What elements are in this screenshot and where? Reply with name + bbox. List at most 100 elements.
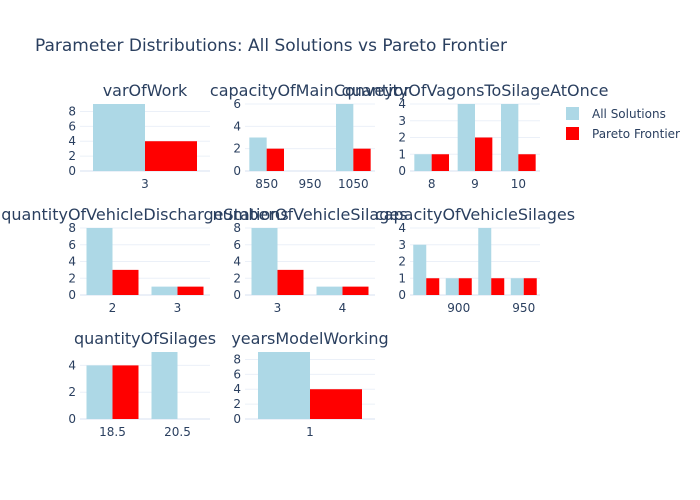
bar-all-solutions-1[interactable] (258, 352, 310, 419)
y-tick-label: 0 (398, 288, 406, 302)
bar-pareto-frontier-2[interactable] (112, 269, 139, 295)
legend-swatch-pareto-frontier (566, 127, 579, 140)
bar-pareto-frontier-1050[interactable] (353, 148, 371, 171)
y-tick-label: 6 (68, 119, 76, 133)
y-tick-label: 2 (68, 385, 76, 399)
bar-all-solutions-9[interactable] (457, 104, 475, 171)
y-tick-label: 0 (233, 412, 241, 426)
bar-all-solutions-850[interactable] (249, 137, 267, 172)
subplot-title: capacityOfVehicleSilages (375, 205, 575, 224)
bar-pareto-frontier-3[interactable] (177, 286, 204, 295)
bar-pareto-frontier-3[interactable] (145, 141, 197, 171)
subplot-grid: varOfWork024683capacityOfMainConveyor024… (1, 81, 608, 439)
y-tick-label: 1 (398, 147, 406, 161)
bar-all-solutions-900[interactable] (445, 278, 459, 295)
subplot-capacityofmainconveyor: capacityOfMainConveyor 0 2 4 6 850 950 1050 (210, 81, 411, 191)
subplot-quantityofvagonstosilageatonce: quantityOfVagonsToSilageAtOnce 0 1 2 3 4 8 9 10 (342, 81, 609, 191)
bar-pareto-frontier-850[interactable] (266, 148, 284, 171)
y-tick-label: 0 (68, 288, 76, 302)
legend-swatch-all-solutions (566, 107, 579, 120)
y-tick-label: 4 (68, 255, 76, 269)
x-tick-label: 20.5 (164, 425, 191, 439)
x-tick-label: 950 (299, 177, 322, 191)
bar-pareto-frontier-blank[interactable] (491, 278, 505, 295)
bar-all-solutions-blank[interactable] (413, 244, 427, 295)
y-tick-label: 4 (398, 221, 406, 235)
y-tick-label: 4 (233, 382, 241, 396)
y-tick-label: 2 (398, 131, 406, 145)
x-tick-label: 10 (511, 177, 526, 191)
y-tick-label: 4 (68, 358, 76, 372)
y-tick-label: 4 (398, 97, 406, 111)
bar-all-solutions-8[interactable] (414, 154, 432, 171)
x-tick-label: 9 (471, 177, 479, 191)
subplot-title: quantityOfVehicleDischargeStations (1, 205, 289, 224)
subplot-numberofvehiclesilages: numberOfVehicleSilages 0 2 4 6 8 3 4 (212, 205, 407, 315)
y-tick-label: 8 (68, 221, 76, 235)
y-tick-label: 2 (68, 149, 76, 163)
bar-pareto-frontier-18-5[interactable] (112, 365, 139, 419)
x-tick-label: 950 (512, 301, 535, 315)
bar-all-solutions-10[interactable] (501, 104, 519, 171)
x-tick-label: 3 (141, 177, 149, 191)
subplot-title: quantityOfVagonsToSilageAtOnce (342, 81, 609, 100)
x-tick-label: 3 (274, 301, 282, 315)
y-tick-label: 8 (233, 221, 241, 235)
subplot-title: yearsModelWorking (231, 329, 388, 348)
bar-all-solutions-1050[interactable] (336, 104, 354, 171)
y-tick-label: 2 (233, 397, 241, 411)
x-tick-label: 4 (339, 301, 347, 315)
y-tick-label: 0 (233, 164, 241, 178)
y-tick-label: 0 (233, 288, 241, 302)
bar-pareto-frontier-9[interactable] (475, 137, 493, 172)
legend-label-pareto-frontier: Pareto Frontier (592, 127, 680, 141)
x-tick-label: 1050 (338, 177, 369, 191)
y-tick-label: 6 (233, 97, 241, 111)
bar-pareto-frontier-8[interactable] (431, 154, 449, 171)
legend[interactable]: All Solutions Pareto Frontier (566, 107, 680, 141)
x-tick-label: 18.5 (99, 425, 126, 439)
y-tick-label: 2 (233, 271, 241, 285)
bar-all-solutions-2[interactable] (86, 228, 113, 295)
y-tick-label: 1 (398, 271, 406, 285)
y-tick-label: 3 (398, 238, 406, 252)
bar-all-solutions-3[interactable] (151, 286, 178, 295)
legend-label-all-solutions: All Solutions (592, 107, 666, 121)
y-tick-label: 0 (68, 164, 76, 178)
x-tick-label: 1 (306, 425, 314, 439)
subplot-title: capacityOfMainConveyor (210, 81, 411, 100)
y-tick-label: 4 (233, 119, 241, 133)
bar-pareto-frontier-10[interactable] (518, 154, 536, 171)
bar-pareto-frontier-1[interactable] (310, 389, 362, 419)
bar-all-solutions-20-5[interactable] (151, 352, 178, 419)
y-tick-label: 4 (233, 255, 241, 269)
subplot-capacityofvehiclesilages: capacityOfVehicleSilages 0 1 2 3 4 900 950 (375, 205, 575, 315)
bar-all-solutions-3[interactable] (251, 228, 278, 295)
bar-pareto-frontier-900[interactable] (458, 278, 472, 295)
bar-pareto-frontier-950[interactable] (523, 278, 537, 295)
bar-all-solutions-3[interactable] (93, 104, 145, 171)
bar-pareto-frontier-3[interactable] (277, 269, 304, 295)
y-tick-label: 2 (398, 255, 406, 269)
x-tick-label: 2 (109, 301, 117, 315)
x-tick-label: 8 (428, 177, 436, 191)
y-tick-label: 6 (233, 238, 241, 252)
x-tick-label: 3 (174, 301, 182, 315)
y-tick-label: 3 (398, 114, 406, 128)
x-tick-label: 850 (255, 177, 278, 191)
figure-title: Parameter Distributions: All Solutions v… (35, 36, 507, 56)
bar-all-solutions-4[interactable] (316, 286, 343, 295)
bar-all-solutions-950[interactable] (510, 278, 524, 295)
subplot-quantityofvehicledischargestations: quantityOfVehicleDischargeStations 0 2 4 6 8 2… (1, 205, 289, 315)
y-tick-label: 2 (68, 271, 76, 285)
subplot-title: numberOfVehicleSilages (212, 205, 407, 224)
bar-all-solutions-blank[interactable] (478, 228, 492, 295)
bar-pareto-frontier-4[interactable] (342, 286, 369, 295)
bar-all-solutions-18-5[interactable] (86, 365, 113, 419)
subplot-quantityofsilages: quantityOfSilages 0 2 4 18.5 20.5 (68, 329, 216, 439)
x-tick-label: 900 (447, 301, 470, 315)
bar-pareto-frontier-blank[interactable] (426, 278, 440, 295)
